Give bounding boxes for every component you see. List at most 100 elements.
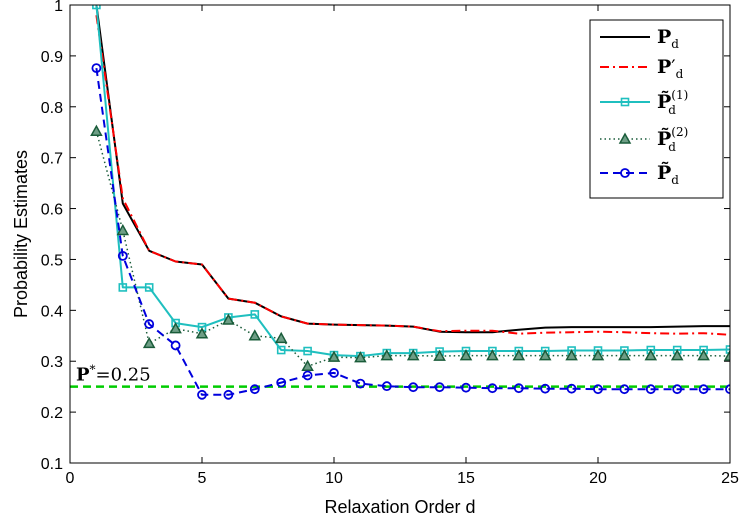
series-4-point (380, 349, 394, 361)
series-5-point (91, 63, 102, 74)
series-3-point (303, 346, 312, 356)
series-4-point (697, 349, 710, 361)
reference-label: P*=0.25 (76, 363, 151, 386)
series-4-point (565, 349, 578, 361)
series-5-point (461, 382, 471, 393)
series-4-point (274, 331, 288, 344)
series-4-point (248, 329, 262, 341)
series-5-point (329, 368, 339, 378)
y-tick-label: 0.8 (41, 100, 63, 117)
series-5-point (645, 384, 656, 395)
legend-item-4: P̃(2) d (600, 125, 688, 154)
series-4-point (354, 351, 367, 363)
x-tick-label: 10 (325, 470, 343, 487)
series-4-point (116, 223, 130, 236)
series-4-point (591, 349, 605, 361)
series-4-point (512, 349, 526, 361)
x-tick-label: 5 (198, 470, 207, 487)
series-5-point (197, 389, 207, 400)
series-5 (91, 63, 730, 400)
legend-marker (620, 168, 630, 178)
y-tick-label: 0.3 (41, 354, 63, 371)
series-5-point (249, 384, 260, 395)
y-axis-label: Probability Estimates (11, 150, 31, 318)
series-5-point (725, 384, 730, 395)
x-tick-label: 15 (457, 470, 475, 487)
series-4-point (644, 349, 658, 361)
legend: Pd P′d P̃(1) d P̃(2) d P̃d (589, 19, 724, 199)
plot-frame (69, 4, 731, 464)
series-4-point (723, 349, 730, 361)
series-5-point (487, 383, 498, 394)
series-5-point (513, 383, 524, 394)
series-4-point (618, 349, 631, 361)
series-4-point (90, 124, 103, 136)
series-5-point (540, 383, 551, 394)
series-3-point (250, 310, 260, 319)
legend-label: P̃(2) d (657, 125, 688, 154)
series-layer (70, 5, 730, 400)
series-5-point (381, 381, 392, 392)
series-5-point (355, 378, 366, 389)
series-5-point (276, 377, 287, 388)
series-3-point (276, 345, 286, 355)
series-3-point (144, 283, 154, 292)
series-line-5 (95, 67, 730, 396)
x-tick-label: 0 (66, 470, 75, 487)
series-4-point (301, 359, 314, 372)
y-tick-label: 0.2 (41, 405, 63, 422)
series-4-point (538, 349, 552, 361)
series-4-point (670, 349, 684, 361)
series-4-point (195, 327, 209, 339)
legend-label: P̃d (657, 162, 679, 187)
series-3-point (725, 345, 730, 354)
series-5-point (223, 389, 234, 400)
series-5-point (408, 382, 419, 393)
series-4-point (327, 350, 341, 362)
y-tick-label: 1 (54, 0, 63, 15)
series-5-point (698, 384, 709, 395)
legend-item-5: P̃d (600, 162, 679, 187)
series-5-point (434, 382, 445, 393)
series-5-point (170, 340, 181, 351)
legend-marker (618, 132, 632, 144)
y-tick-label: 0.6 (41, 202, 63, 219)
legend-label: Pd (657, 26, 679, 51)
series-5-point (619, 384, 630, 395)
annotation-layer: P*=0.25 (76, 363, 151, 386)
x-axis-label: Relaxation Order d (324, 497, 475, 517)
series-3-point (92, 5, 101, 10)
legend-item-1: Pd (600, 26, 679, 51)
series-4-point (486, 349, 499, 361)
series-5-point (672, 384, 683, 395)
y-tick-label: 0.5 (41, 252, 63, 269)
y-tick-label: 0.4 (41, 303, 63, 320)
series-line-2 (95, 15, 730, 336)
legend-label: P̃(1) d (657, 88, 688, 117)
series-5-point (566, 383, 577, 394)
legend-item-3: P̃(1) d (600, 88, 688, 117)
series-4-point (169, 322, 182, 334)
y-tick-label: 0.9 (41, 49, 63, 66)
series-5-point (593, 384, 603, 395)
legend-marker (620, 97, 630, 107)
series-5-point (144, 319, 155, 329)
tick-layer: 0 5 10 15 20 25 0.1 0.2 0.3 0.4 0.5 0.6 0.7 0.8 0.9 1 (41, 0, 739, 487)
series-4-point (142, 336, 156, 349)
series-5-point (302, 370, 313, 381)
y-tick-label: 0.7 (41, 151, 63, 168)
series-4 (90, 124, 730, 372)
y-tick-label: 0.1 (41, 456, 63, 473)
series-4-point (433, 349, 446, 361)
series-4-point (406, 349, 420, 361)
series-4-point (459, 349, 473, 361)
legend-box (589, 19, 724, 199)
series-3-point (118, 283, 128, 292)
legend-item-2: P′d (600, 56, 684, 81)
legend-label: P′d (657, 56, 684, 81)
series-5-point (117, 250, 128, 261)
series-2 (95, 15, 730, 336)
series-4-point (222, 313, 235, 325)
x-tick-label: 20 (589, 470, 607, 487)
